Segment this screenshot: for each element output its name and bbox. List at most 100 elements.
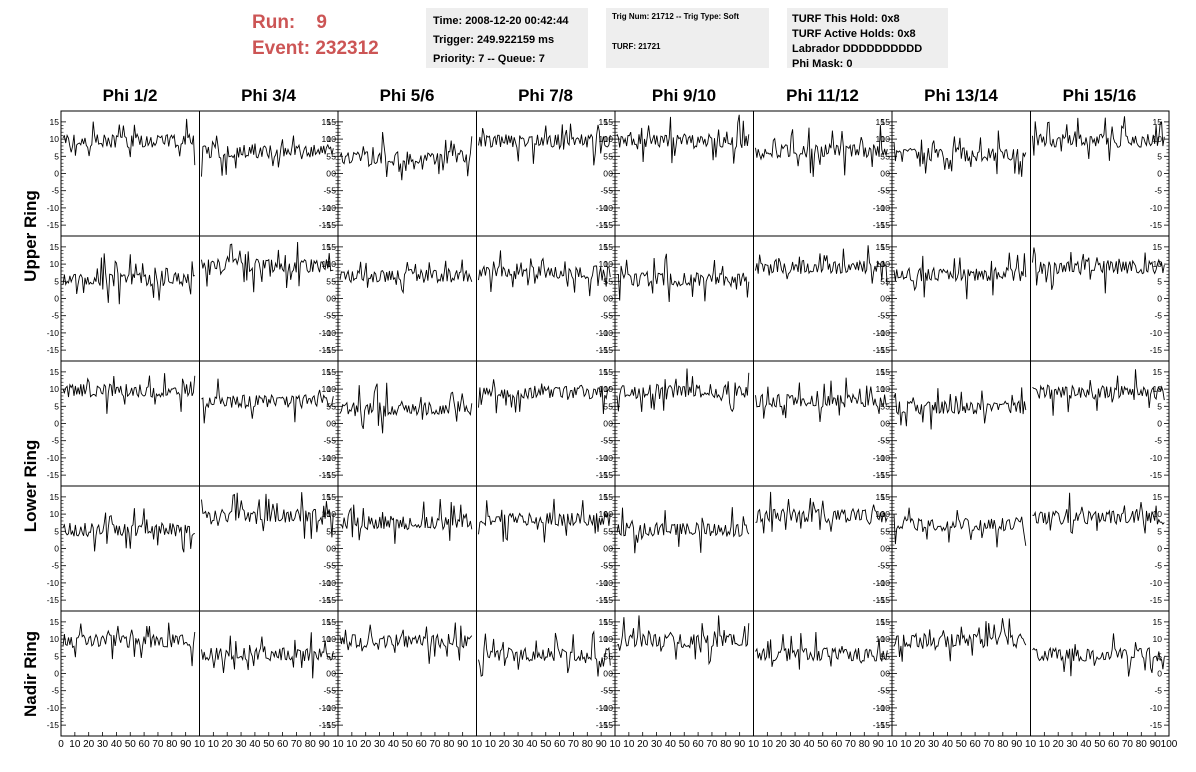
ytick-label: 0	[54, 419, 59, 429]
ytick-label: 10	[322, 384, 332, 394]
ytick-label: 15	[50, 617, 60, 627]
phi-header-7: Phi 13/14	[924, 86, 998, 105]
ytick-label: -5	[605, 186, 613, 196]
xtick-label: 70	[429, 739, 441, 750]
xtick-label: 20	[637, 739, 649, 750]
waveform-r4-c6	[755, 491, 888, 534]
ytick-label: -15	[596, 220, 609, 230]
xtick-label: 10	[208, 739, 220, 750]
ytick-label: -5	[882, 686, 890, 696]
xtick-label: 10	[471, 739, 483, 750]
panel-r2-c5	[614, 235, 754, 362]
xtick-label: 80	[859, 739, 871, 750]
ytick-label: -5	[1154, 311, 1162, 321]
waveform-r5-c5	[616, 615, 750, 666]
ytick-label: 10	[50, 134, 60, 144]
ytick-label: -5	[328, 311, 336, 321]
ytick-label: 10	[881, 634, 891, 644]
panel-r5-c5	[614, 610, 754, 737]
ytick-label: 0	[1157, 669, 1162, 679]
panel-r4-c4	[476, 485, 616, 612]
waveform-r5-c1	[62, 622, 196, 667]
ytick-label: -10	[873, 453, 886, 463]
ytick-label: 15	[881, 617, 891, 627]
ytick-label: 5	[326, 651, 331, 661]
ytick-label: 10	[50, 384, 60, 394]
ytick-label: 10	[599, 384, 609, 394]
ytick-label: -5	[51, 686, 59, 696]
ytick-label: -10	[878, 578, 891, 588]
ytick-label: 0	[331, 419, 336, 429]
ytick-label: -15	[47, 220, 60, 230]
ytick-label: 0	[1157, 544, 1162, 554]
ytick-label: 0	[1157, 419, 1162, 429]
ytick-label: -15	[324, 595, 337, 605]
ytick-label: 10	[604, 634, 614, 644]
xtick-label: 90	[1011, 739, 1023, 750]
ytick-label: -15	[319, 345, 332, 355]
ytick-label: -5	[877, 436, 885, 446]
ytick-label: -10	[1150, 203, 1163, 213]
ytick-label: -5	[328, 561, 336, 571]
panel-r2-c6	[753, 235, 893, 362]
ytick-label: -10	[601, 578, 614, 588]
phi-mask-text: Phi Mask: 0	[792, 58, 853, 70]
xtick-label: 20	[914, 739, 926, 750]
ytick-label: 10	[599, 509, 609, 519]
xtick-label: 40	[665, 739, 677, 750]
xtick-label: 60	[554, 739, 566, 750]
ytick-label: -10	[596, 328, 609, 338]
ytick-label: 0	[331, 294, 336, 304]
ytick-label: -5	[323, 561, 331, 571]
ytick-label: 5	[880, 151, 885, 161]
xtick-label: 70	[845, 739, 857, 750]
ytick-label: -10	[601, 203, 614, 213]
waveform-r5-c2	[201, 632, 334, 679]
xtick-label: 60	[139, 739, 151, 750]
ytick-label: -5	[605, 311, 613, 321]
ytick-label: 15	[50, 117, 60, 127]
xtick-label: 50	[679, 739, 691, 750]
xtick-label: 10	[900, 739, 912, 750]
xtick-label: 50	[125, 739, 137, 750]
ytick-label: -5	[600, 686, 608, 696]
panel-r4-c7	[891, 485, 1031, 612]
ytick-label: 5	[326, 526, 331, 536]
ytick-label: -5	[605, 686, 613, 696]
xtick-label: 50	[1094, 739, 1106, 750]
ytick-label: 0	[603, 544, 608, 554]
xtick-label: 40	[942, 739, 954, 750]
ytick-label: 5	[331, 526, 336, 536]
ytick-label: 0	[608, 169, 613, 179]
ytick-label: -5	[1154, 186, 1162, 196]
ytick-label: 0	[608, 544, 613, 554]
ytick-label: 0	[54, 669, 59, 679]
ytick-label: 0	[608, 294, 613, 304]
ytick-label: 0	[885, 294, 890, 304]
ytick-label: 10	[50, 259, 60, 269]
xtick-label: 10	[762, 739, 774, 750]
xtick-label: 50	[263, 739, 275, 750]
ytick-label: 10	[604, 134, 614, 144]
xtick-label: 40	[1080, 739, 1092, 750]
panel-r4-c3	[337, 485, 477, 612]
ytick-label: -10	[873, 703, 886, 713]
ytick-label: 15	[327, 242, 337, 252]
ytick-label: 15	[322, 617, 332, 627]
xtick-label: 60	[277, 739, 289, 750]
ytick-label: 0	[885, 544, 890, 554]
xtick-label: 10	[485, 739, 497, 750]
ytick-label: 0	[331, 169, 336, 179]
ytick-label: 0	[326, 419, 331, 429]
waveform-r4-c4	[478, 498, 611, 543]
ytick-label: 0	[603, 169, 608, 179]
ytick-label: -5	[600, 186, 608, 196]
xtick-label: 70	[1122, 739, 1134, 750]
ytick-label: 5	[331, 651, 336, 661]
xtick-label: 20	[776, 739, 788, 750]
ytick-label: 5	[1157, 401, 1162, 411]
ytick-label: -5	[882, 436, 890, 446]
xtick-label: 70	[983, 739, 995, 750]
xtick-label: 10	[332, 739, 344, 750]
waveform-r3-c7	[893, 387, 1027, 430]
